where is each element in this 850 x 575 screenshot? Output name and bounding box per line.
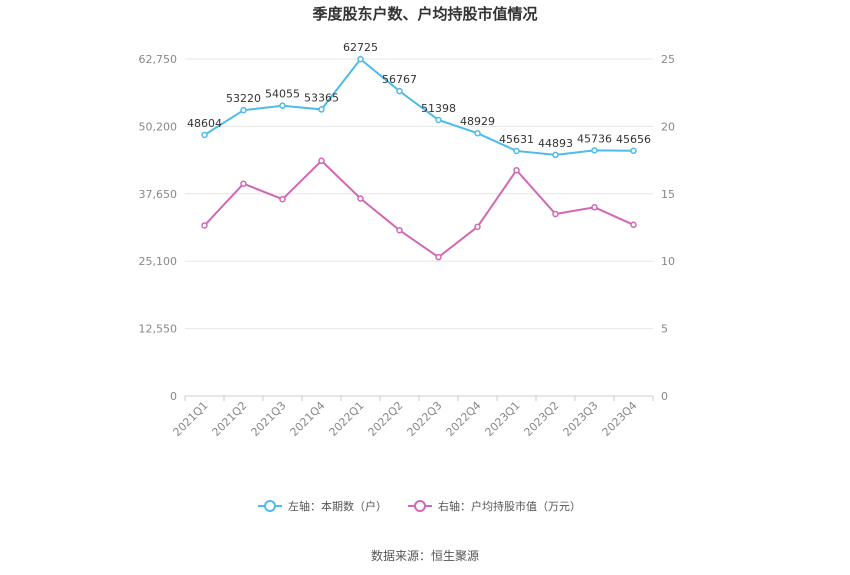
right-tick-label: 25 [661,53,675,66]
data-point [474,129,481,137]
left-tick-label: 37,650 [139,188,178,201]
x-tick-label: 2021Q3 [249,399,289,439]
x-axis: 2021Q12021Q22021Q32021Q42022Q12022Q22022… [171,396,654,439]
data-point [435,253,442,261]
legend[interactable]: 左轴：本期数（户） 右轴：户均持股市值（万元） [258,499,581,513]
data-point [591,204,598,211]
data-point [513,166,520,174]
data-point [357,195,364,202]
right-tick-label: 10 [661,255,675,268]
x-tick-label: 2021Q4 [288,399,328,439]
data-label: 48604 [187,117,222,130]
data-label: 45631 [499,133,534,146]
data-label: 54055 [265,88,300,101]
x-tick-label: 2023Q2 [522,399,562,439]
data-point [396,226,403,234]
legend-marker [414,500,426,512]
right-tick-label: 5 [661,323,668,336]
data-label: 53365 [304,91,339,104]
data-label: 45736 [577,132,612,145]
legend-label: 右轴：户均持股市值（万元） [438,499,581,513]
series-line [203,57,634,156]
data-point [279,102,286,109]
data-point [630,147,637,155]
data-label: 48929 [460,115,495,128]
series-line [203,159,634,259]
data-label: 51398 [421,102,456,115]
x-tick-label: 2023Q3 [561,399,601,439]
right-axis-ticks: 0 5 10 15 20 25 [661,53,675,403]
x-tick-label: 2022Q1 [327,399,367,439]
chart-title: 季度股东户数、户均持股市值情况 [312,5,537,23]
data-point [318,157,325,165]
legend-item[interactable]: 右轴：户均持股市值（万元） [408,499,581,513]
data-point [552,151,559,159]
left-tick-label: 62,750 [139,53,178,66]
data-label: 45656 [616,133,651,146]
left-tick-label: 12,550 [139,323,178,336]
data-point [240,180,247,187]
data-point [318,106,325,113]
legend-item[interactable]: 左轴：本期数（户） [258,499,387,513]
series-layer: 48604 53220 54055 53365 62725 56767 51398 48929… [187,41,651,261]
data-point [396,87,403,95]
data-point [357,55,364,63]
left-tick-label: 50,200 [139,120,178,133]
legend-label: 左轴：本期数（户） [288,499,387,513]
data-point [279,195,286,203]
data-point [591,147,598,154]
right-tick-label: 20 [661,120,675,133]
left-axis-ticks: 0 12,550 25,100 37,650 50,200 62,750 [139,53,178,403]
data-label: 44893 [538,137,573,150]
data-point [201,131,208,139]
x-tick-label: 2021Q2 [210,399,250,439]
right-tick-label: 15 [661,188,675,201]
data-point [240,106,247,114]
x-tick-label: 2022Q3 [405,399,445,439]
x-tick-label: 2022Q2 [366,399,406,439]
data-point [435,116,442,124]
data-point [552,210,559,218]
x-tick-label: 2022Q4 [444,399,484,439]
data-label: 62725 [343,41,378,54]
data-point [513,147,520,155]
data-label: 56767 [382,73,417,86]
x-tick-label: 2023Q1 [483,399,523,439]
x-tick-label: 2021Q1 [171,399,211,439]
data-point [474,223,481,231]
data-label: 53220 [226,92,261,105]
data-point [630,221,637,229]
legend-marker [264,500,276,512]
data-point [201,222,208,229]
right-tick-label: 0 [661,390,668,403]
left-tick-label: 0 [170,390,177,403]
source-note: 数据来源：恒生聚源 [371,548,479,563]
x-tick-label: 2023Q4 [600,399,640,439]
left-tick-label: 25,100 [139,255,178,268]
